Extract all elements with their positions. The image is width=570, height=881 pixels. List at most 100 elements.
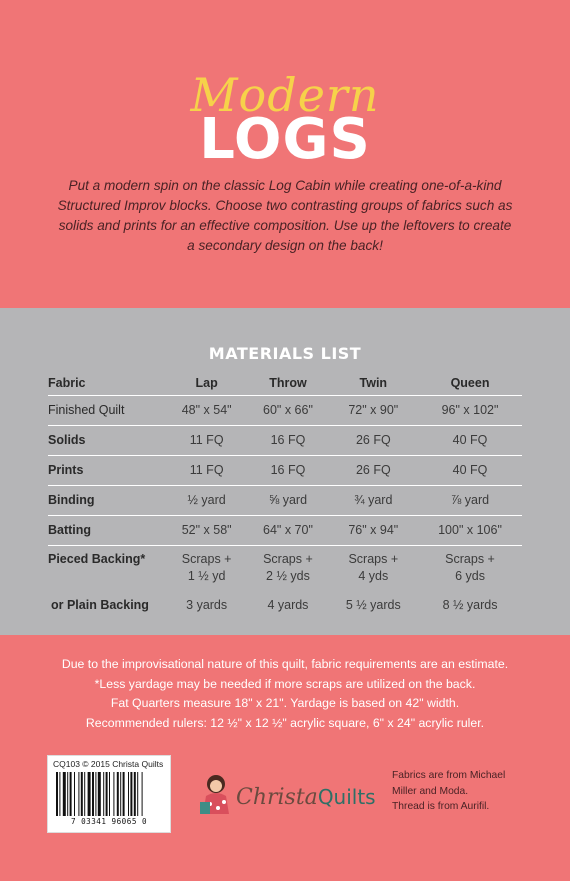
logo-wordmark: ChristaQuilts [236,785,376,810]
row-label: Batting [48,515,166,546]
table-cell: 11 FQ [166,425,248,456]
barcode-bar [133,772,136,816]
note-line: Recommended rulers: 12 ½" x 12 ½" acryli… [85,715,485,730]
table-cell: Scraps + 6 yds [418,546,522,592]
table-cell: 72" x 90" [328,395,419,426]
barcode-bar [109,772,110,816]
barcode-bar [67,772,69,816]
barcode-bar [113,772,115,816]
cover-top-section: Modern LOGS Put a modern spin on the cla… [0,0,570,308]
table-row: Pieced Backing* Scraps + 1 ½ yd Scraps + 2… [48,546,522,592]
logo-part-christa: Christa [236,785,318,810]
table-cell: 52" x 58" [166,515,248,546]
barcode-bar [62,772,66,816]
barcode-bar [105,772,108,816]
materials-section: MATERIALS LIST Fabric Lap Throw Twin Que… [0,308,570,635]
table-cell: 8 ½ yards [442,598,498,612]
credit-line: Thread is from Aurifil. [392,801,490,812]
table-cell: 16 FQ [247,425,329,456]
barcode-bar [92,772,94,816]
table-cell: Scraps + 1 ½ yd [166,546,247,592]
table-cell: 5 ½ yards [345,598,401,612]
table-cell: ⅝ yard [247,485,329,516]
col-throw: Throw [247,372,329,396]
notes-section: Due to the improvisational nature of thi… [0,635,570,881]
col-lap: Lap [166,372,248,396]
barcode-bar [120,772,122,816]
barcode-bar [141,772,143,816]
cell-line: Scraps + [181,552,232,566]
table-cell: 3 yards [186,598,228,612]
cell-line: Scraps + [445,552,495,566]
row-label: Prints [48,455,166,486]
table-cell: 40 FQ [418,455,522,486]
barcode-number: 7 03341 96065 0 [70,817,148,826]
notes-block: Due to the improvisational nature of thi… [20,655,550,733]
barcode-bar [78,772,80,816]
table-cell: 64" x 70" [247,515,329,546]
barcode-bar [87,772,91,816]
table-row: or Plain Backing 3 yards 4 yards 5 ½ yar… [48,591,522,620]
table-cell: 76" x 94" [328,515,419,546]
girl-illustration-icon [200,775,229,814]
table-cell: 26 FQ [328,425,419,456]
table-cell: 100" x 106" [418,515,522,546]
table-cell: 16 FQ [247,455,329,486]
barcode-bar [74,772,75,816]
title-script: Modern [190,68,380,122]
barcode-bar [56,772,58,816]
row-label: Finished Quilt [48,395,166,426]
barcode-bar [97,772,101,816]
cell-line: 6 yds [455,569,485,583]
title-main: LOGS [199,107,371,172]
barcode-bar [69,772,72,816]
table-cell: Scraps + 2 ½ yds [247,546,328,592]
barcode-bar [130,772,133,816]
row-label: Binding [48,485,166,516]
cell-line: Scraps + [348,552,399,566]
barcode-bar [80,772,83,816]
table-cell: 96" x 102" [418,395,522,426]
materials-heading: MATERIALS LIST [208,344,362,363]
barcode-bar [137,772,139,816]
barcode-bar [103,772,105,816]
note-line: *Less yardage may be needed if more scra… [94,676,476,691]
col-queen: Queen [418,372,522,396]
table-cell: ¾ yard [328,485,419,516]
cell-line: Scraps + [263,552,313,566]
row-label: Pieced Backing* [48,552,146,566]
fabric-credit: Fabrics are from Michael Miller and Moda… [392,768,532,815]
barcode-bar [84,772,86,816]
barcode-bar [122,772,125,816]
cell-line: 1 ½ yd [187,569,226,583]
cell-line: 4 yds [358,569,389,583]
table-cell: 26 FQ [328,455,419,486]
row-label: Solids [48,425,166,456]
barcode-bar [116,772,119,816]
table-cell: 60" x 66" [247,395,329,426]
col-fabric: Fabric [48,372,166,396]
logo-part-quilts: Quilts [317,785,376,809]
table-cell: ⅞ yard [418,485,522,516]
table-cell: 4 yards [267,598,309,612]
table-cell: ½ yard [166,485,248,516]
table-cell: Scraps + 4 yds [329,546,418,592]
row-label: or Plain Backing [51,598,149,612]
materials-header-row: Fabric Lap Throw Twin Queen [48,372,522,396]
table-row: Solids 11 FQ 16 FQ 26 FQ 40 FQ [48,425,522,456]
barcode-header: CQ103 © 2015 Christa Quilts [53,759,164,769]
table-row: Finished Quilt 48" x 54" 60" x 66" 72" x… [48,395,522,426]
table-row: Binding ½ yard ⅝ yard ¾ yard ⅞ yard [48,485,522,516]
materials-table: Fabric Lap Throw Twin Queen Finished Qui… [48,372,522,620]
barcode-bar [59,772,61,816]
table-cell: 11 FQ [166,455,248,486]
intro-paragraph: Put a modern spin on the classic Log Cab… [57,178,513,253]
barcode-icon [56,772,143,816]
credit-line: Miller and Moda. [392,785,469,797]
barcode-bar [128,772,129,816]
barcode-bar [95,772,97,816]
table-row: Prints 11 FQ 16 FQ 26 FQ 40 FQ [48,455,522,486]
table-cell: 40 FQ [418,425,522,456]
table-row: Batting 52" x 58" 64" x 70" 76" x 94" 10… [48,515,522,546]
col-twin: Twin [328,372,419,396]
